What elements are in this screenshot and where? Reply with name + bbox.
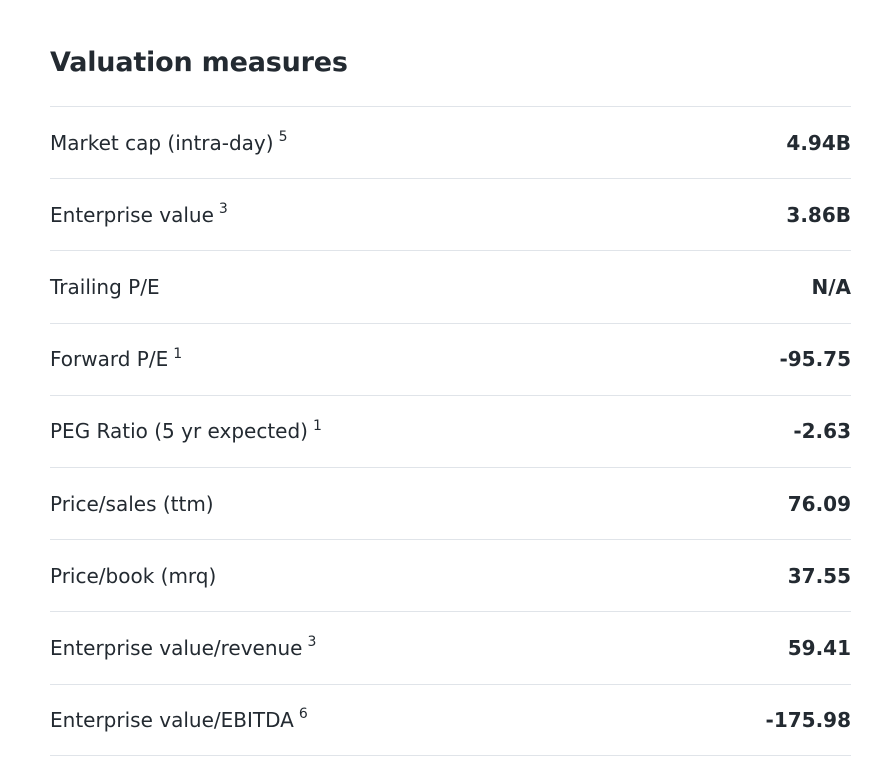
table-row: Enterprise value 3 3.86B [50, 178, 851, 250]
table-row: Price/sales (ttm) 76.09 [50, 466, 851, 539]
metric-value: 37.55 [787, 563, 851, 588]
metric-label: Price/sales (ttm) [50, 492, 214, 516]
metric-label: PEG Ratio (5 yr expected) 1 [50, 417, 322, 444]
section-title: Valuation measures [50, 47, 348, 78]
metric-label: Enterprise value 3 [50, 201, 228, 227]
metric-label: Price/book (mrq) [50, 564, 216, 588]
metric-name: Market cap (intra-day) [50, 130, 274, 155]
metric-name: Forward P/E [50, 347, 169, 372]
metric-name: Enterprise value/EBITDA [50, 707, 294, 732]
footnote-ref: 3 [307, 634, 317, 651]
footnote-ref: 5 [278, 128, 288, 145]
footnote-ref: 6 [298, 705, 308, 722]
metric-name: Enterprise value [50, 202, 214, 227]
footnote-ref: 1 [313, 417, 322, 434]
metric-name: Trailing P/E [50, 274, 160, 299]
footnote-ref: 1 [173, 345, 183, 362]
metric-value: -175.98 [765, 707, 851, 732]
table-row: Enterprise value/EBITDA 6 -175.98 [50, 683, 851, 756]
metric-label: Market cap (intra-day) 5 [50, 128, 288, 155]
table-row: Trailing P/E N/A [50, 250, 851, 322]
footnote-ref: 3 [218, 201, 228, 218]
valuation-table: Market cap (intra-day) 5 4.94B Enterprise… [50, 106, 851, 756]
metric-value: -95.75 [779, 347, 851, 372]
metric-name: PEG Ratio (5 yr expected) [50, 419, 308, 444]
metric-name: Price/sales (ttm) [50, 491, 214, 516]
metric-label: Forward P/E 1 [50, 345, 183, 372]
metric-name: Enterprise value/revenue [50, 635, 303, 660]
metric-value: 76.09 [787, 491, 851, 516]
table-row: Forward P/E 1 -95.75 [50, 322, 851, 395]
metric-value: 59.41 [787, 635, 851, 660]
metric-value: N/A [811, 274, 851, 299]
metric-name: Price/book (mrq) [50, 563, 217, 588]
metric-value: 3.86B [786, 202, 851, 227]
table-row: PEG Ratio (5 yr expected) 1 -2.63 [50, 394, 851, 467]
metric-label: Enterprise value/revenue 3 [50, 634, 317, 660]
table-row: Price/book (mrq) 37.55 [50, 539, 851, 611]
table-row: Market cap (intra-day) 5 4.94B [50, 106, 851, 178]
metric-label: Enterprise value/EBITDA 6 [50, 705, 308, 732]
metric-value: -2.63 [793, 419, 851, 444]
valuation-measures-section: Valuation measures Market cap (intra-day… [50, 0, 851, 756]
metric-label: Trailing P/E [50, 275, 160, 299]
table-row: Enterprise value/revenue 3 59.41 [50, 611, 851, 683]
metric-value: 4.94B [786, 130, 851, 155]
